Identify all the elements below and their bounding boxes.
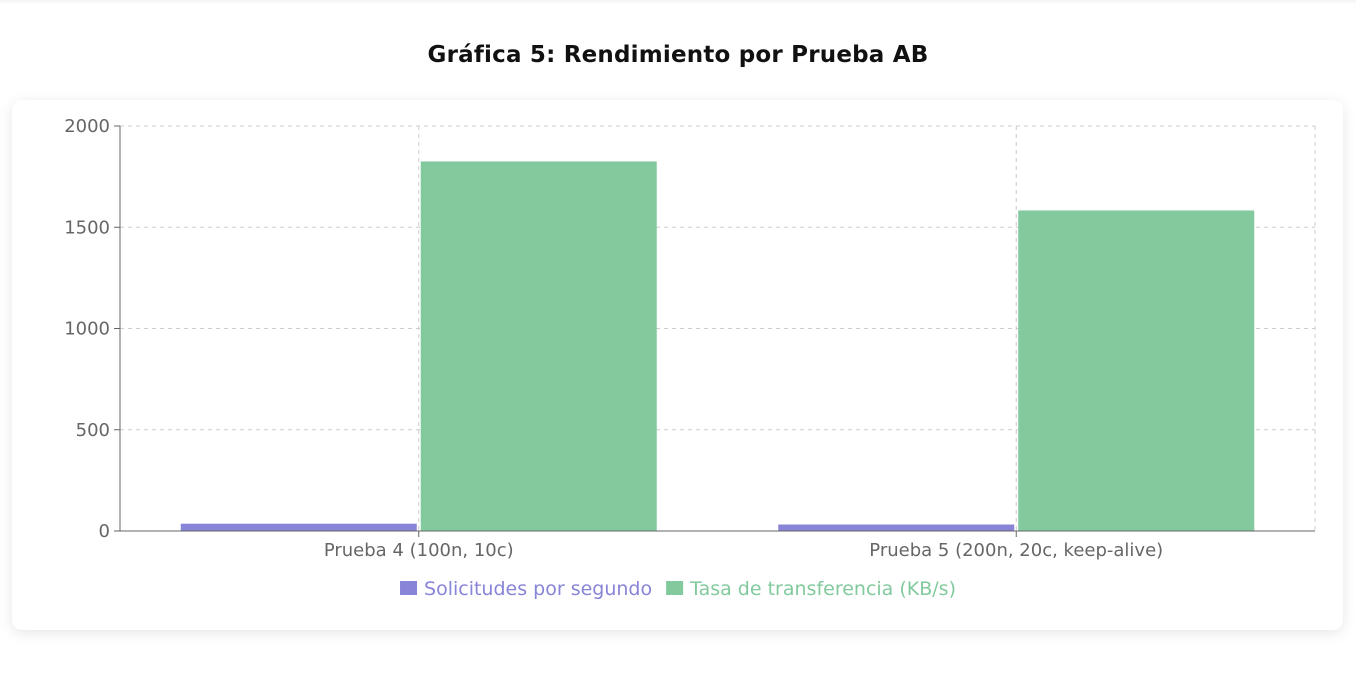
y-tick-label: 2000: [64, 116, 110, 137]
legend-item-series-2[interactable]: Tasa de transferencia (KB/s): [666, 578, 956, 600]
y-tick-label: 1500: [64, 217, 110, 238]
bar-series-2-category-1[interactable]: [420, 161, 657, 531]
tick-labels: 0 500 1000 1500 2000 Prueba 4 (100n, 10c) Prue…: [64, 116, 1163, 561]
legend-label: Solicitudes por segundo: [424, 578, 652, 600]
chart-title: Gráfica 5: Rendimiento por Prueba AB: [427, 42, 929, 68]
y-tick-label: 1000: [64, 319, 110, 340]
x-tick-label: Prueba 4 (100n, 10c): [324, 540, 514, 561]
bar-series-1-category-1[interactable]: [180, 523, 417, 531]
legend-item-series-1[interactable]: Solicitudes por segundo: [400, 578, 652, 600]
legend-swatch: [666, 581, 684, 595]
axes: [114, 125, 1315, 537]
x-tick-label: Prueba 5 (200n, 20c, keep-alive): [869, 540, 1163, 561]
y-tick-label: 500: [76, 420, 110, 441]
bar-series-1-category-2[interactable]: [778, 524, 1015, 531]
bar-series-2-category-2[interactable]: [1018, 210, 1255, 531]
top-divider: [0, 0, 1356, 4]
legend-swatch: [400, 581, 418, 595]
legend: Solicitudes por segundo Tasa de transfere…: [400, 578, 956, 600]
y-tick-label: 0: [99, 521, 110, 542]
bars: [180, 161, 1255, 531]
legend-label: Tasa de transferencia (KB/s): [689, 578, 956, 600]
